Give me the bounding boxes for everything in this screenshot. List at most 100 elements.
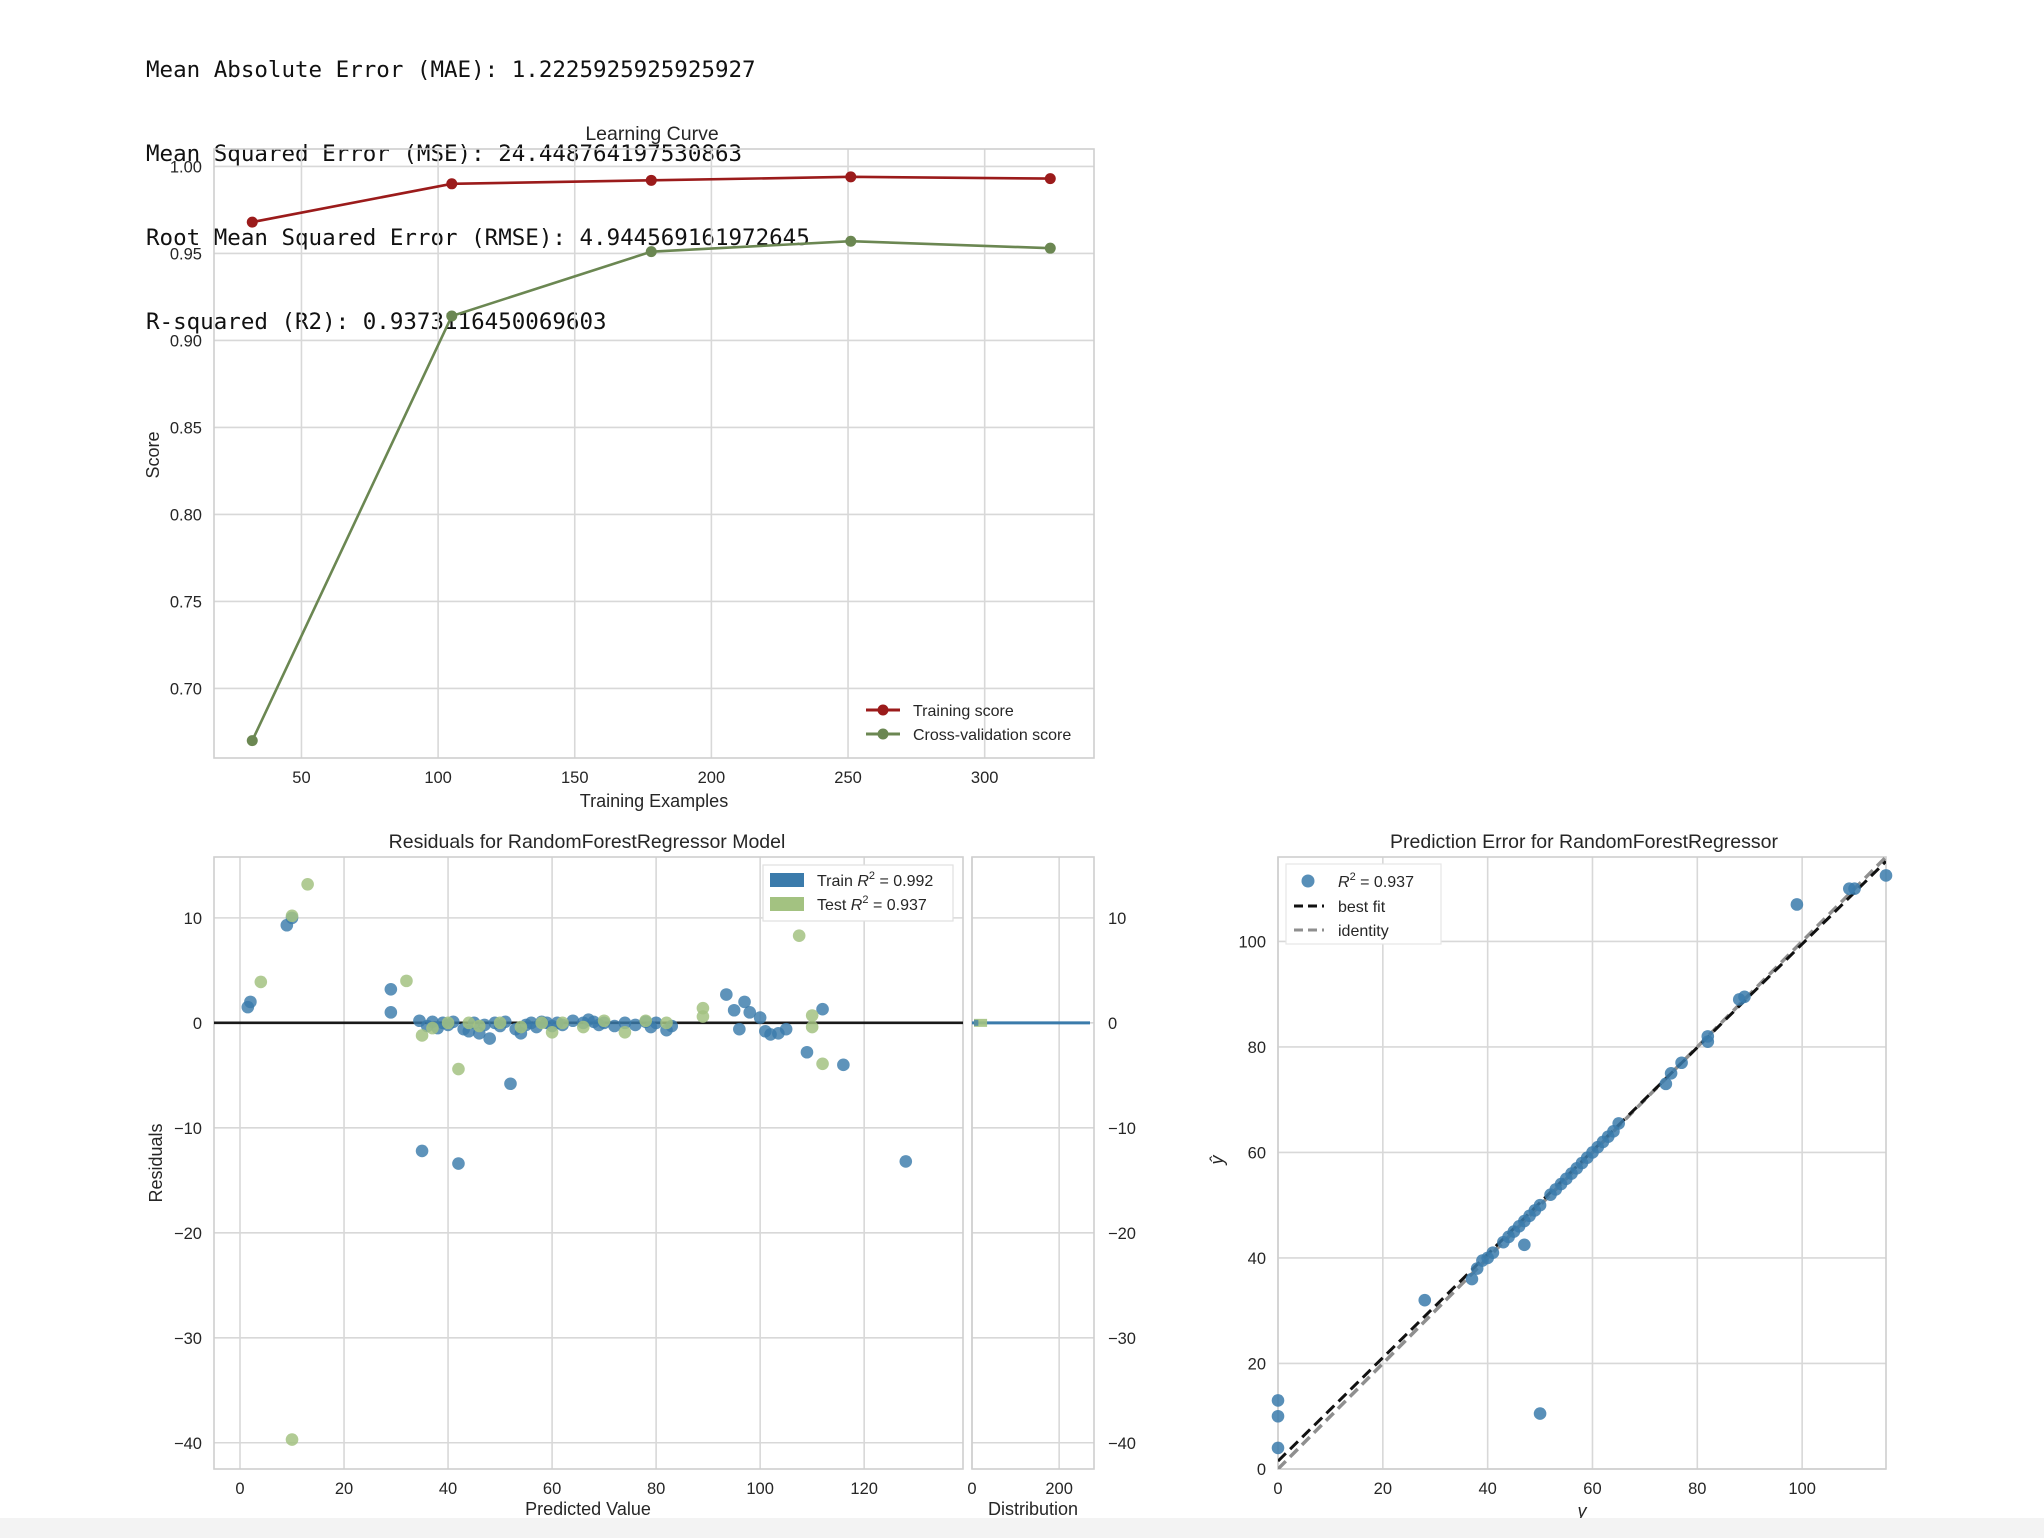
- svg-text:Train R2 = 0.992: Train R2 = 0.992: [817, 870, 933, 890]
- residual-train-point: [483, 1032, 496, 1045]
- metric-r2: R-squared (R2): 0.9373116450069603: [146, 309, 607, 335]
- residual-train-point: [649, 1016, 663, 1030]
- res-ytick-label: −30: [174, 1330, 202, 1348]
- lc-series-line-1: [251, 239, 1051, 742]
- prediction-error-points: [1271, 869, 1893, 1455]
- svg-text:R2 = 0.937: R2 = 0.937: [1338, 871, 1414, 891]
- distribution-xlabel: Distribution: [988, 1499, 1078, 1519]
- residual-test-point: [441, 1016, 455, 1030]
- lc-ytick-label: 0.70: [170, 680, 202, 698]
- res-xtick-label: 40: [439, 1480, 457, 1498]
- res-xtick-label: 100: [746, 1480, 774, 1498]
- legend-cv-label: Cross-validation score: [913, 727, 1071, 744]
- lc-xtick-label: 50: [292, 769, 310, 787]
- learning-curve-xlabel: Training Examples: [580, 791, 728, 811]
- distribution-bars: [972, 1018, 1090, 1027]
- lc-ytick-label: 0.75: [170, 593, 202, 611]
- lc-ytick-label: 0.80: [170, 506, 202, 524]
- residual-test-point: [805, 1020, 819, 1034]
- legend-train-r-symbol: R: [857, 873, 869, 890]
- dist-xtick-label: 0: [967, 1480, 976, 1498]
- res-ytick-label: −10: [174, 1120, 202, 1138]
- legend-test-text: Test: [817, 897, 847, 914]
- prediction-point: [1664, 1067, 1678, 1080]
- residual-train-point: [415, 1144, 429, 1158]
- prediction-point: [1790, 898, 1804, 911]
- prediction-error-legend: R2 = 0.937 best fit identity: [1285, 863, 1442, 945]
- residuals-legend: Train R2 = 0.992 Test R 2 = 0.937: [762, 864, 954, 922]
- residual-train-point: [244, 995, 257, 1009]
- prediction-point: [1533, 1198, 1547, 1212]
- lc-ytick-label: 0.85: [170, 419, 202, 437]
- pe-xtick-label: 0: [1273, 1480, 1282, 1498]
- residual-test-point: [805, 1009, 819, 1022]
- legend-r2-superscript: 2: [1350, 871, 1356, 883]
- res-ytick-label: 0: [193, 1015, 202, 1033]
- prediction-error-ticks: 0 20 40 60 80 100 0 20 40 60 80 100: [1238, 933, 1815, 1498]
- prediction-point: [1418, 1293, 1432, 1307]
- lc-ytick-label: 0.95: [170, 245, 202, 263]
- prediction-point: [1738, 990, 1751, 1004]
- residual-train-point: [899, 1155, 913, 1168]
- residual-test-point: [472, 1019, 486, 1033]
- legend-r2-symbol: R: [1338, 874, 1350, 891]
- learning-curve-grid: [214, 149, 1094, 758]
- prediction-point: [1518, 1238, 1531, 1252]
- residual-train-point: [384, 982, 398, 996]
- prediction-point: [1271, 1394, 1285, 1407]
- residual-test-point: [545, 1026, 559, 1039]
- residuals-ylabel: Residuals: [146, 1123, 166, 1202]
- res-xtick-label: 80: [647, 1480, 665, 1498]
- residual-train-point: [733, 1022, 746, 1036]
- residual-test-point: [452, 1062, 465, 1076]
- prediction-point: [1879, 869, 1893, 882]
- res-xtick-label: 0: [235, 1480, 244, 1498]
- residual-train-point: [452, 1157, 465, 1170]
- metric-mae: Mean Absolute Error (MAE): 1.22259259259…: [146, 57, 756, 83]
- legend-r2-marker: [1301, 874, 1315, 888]
- lc-point-1: [845, 235, 857, 247]
- res-xtick-label: 20: [335, 1480, 353, 1498]
- residual-test-point: [400, 974, 413, 988]
- residual-test-point: [816, 1057, 829, 1071]
- prediction-point: [1659, 1077, 1673, 1091]
- pe-ytick-label: 0: [1257, 1461, 1266, 1479]
- legend-bestfit-label: best fit: [1338, 899, 1386, 916]
- legend-test-superscript: 2: [862, 894, 868, 906]
- residual-test-point: [514, 1020, 528, 1034]
- residual-test-point: [576, 1020, 590, 1034]
- distribution-ticks: 0 200 −40 −30 −20 −10 0 10: [967, 910, 1136, 1498]
- residuals-ticks: 0 20 40 60 80 100 120 −40 −30 −20 −10 0 10: [174, 910, 878, 1498]
- legend-test-r2: = 0.937: [873, 897, 927, 914]
- lc-point-0: [246, 216, 258, 228]
- bottom-strip: [0, 1518, 2044, 1538]
- lc-ytick-label: 1.00: [170, 158, 202, 176]
- lc-xtick-label: 100: [424, 769, 452, 787]
- learning-curve-ylabel: Score: [143, 431, 163, 478]
- res-ytick-label: −40: [174, 1435, 202, 1453]
- prediction-error-frame: [1277, 856, 1887, 1470]
- dist-ytick-label: 10: [1108, 910, 1126, 928]
- residuals-grid: [214, 857, 963, 1469]
- legend-test-swatch: [770, 897, 804, 911]
- pe-ytick-label: 20: [1248, 1355, 1266, 1373]
- distribution-grid: [971, 857, 1094, 1469]
- residual-test-point: [462, 1016, 476, 1030]
- residual-test-point: [696, 1010, 710, 1023]
- pe-ytick-label: 100: [1238, 933, 1266, 951]
- dist-ytick-label: −20: [1108, 1225, 1136, 1243]
- pe-xtick-label: 40: [1478, 1480, 1496, 1498]
- residual-test-point: [618, 1026, 632, 1039]
- residual-train-point: [720, 988, 733, 1001]
- residual-test-point: [301, 877, 314, 891]
- residual-train-point: [608, 1019, 621, 1033]
- prediction-error-xlabel: y: [1576, 1501, 1588, 1521]
- residuals-title: Residuals for RandomForestRegressor Mode…: [389, 831, 786, 853]
- prediction-point: [1465, 1272, 1479, 1286]
- dist-xtick-label: 200: [1045, 1480, 1073, 1498]
- res-xtick-label: 60: [543, 1480, 561, 1498]
- lc-xtick-label: 300: [971, 769, 999, 787]
- pe-ytick-label: 80: [1248, 1039, 1266, 1057]
- lc-point-0: [1044, 173, 1056, 185]
- residual-test-point: [426, 1021, 439, 1035]
